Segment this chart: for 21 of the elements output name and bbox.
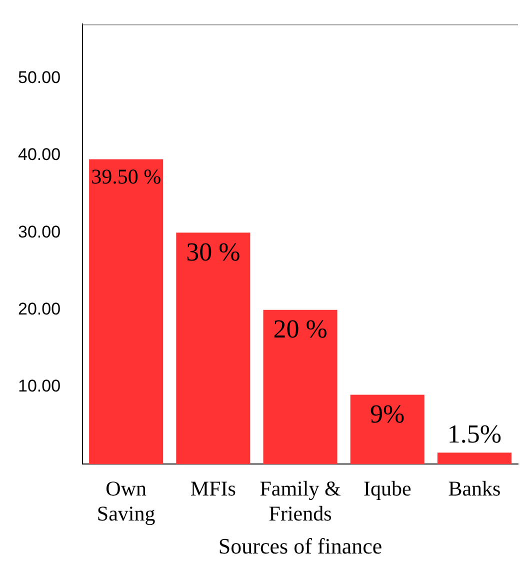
x-tick-label: MFIs — [190, 476, 236, 500]
bar — [176, 232, 250, 464]
data-label: 1.5% — [447, 419, 502, 448]
x-tick-label: Banks — [448, 476, 501, 500]
y-tick-label: 20.00 — [18, 300, 61, 318]
x-tick-label: Iqube — [363, 476, 412, 500]
data-label: 20 % — [273, 314, 328, 344]
bar — [89, 159, 164, 464]
data-label: 9% — [370, 400, 405, 429]
y-tick-label: 10.00 — [18, 376, 61, 396]
x-axis-title: Sources of finance — [218, 534, 382, 559]
x-tick-label: Own Saving — [96, 476, 156, 526]
y-tick-label: 30.00 — [18, 222, 61, 242]
data-label: 30 % — [186, 237, 240, 266]
bar — [263, 310, 338, 464]
y-tick-label: 50.00 — [18, 68, 61, 87]
bar — [350, 394, 424, 464]
y-tick-label: 40.00 — [18, 145, 61, 164]
x-tick-label: Family & Friends — [260, 476, 341, 526]
bar — [437, 452, 512, 464]
data-label: 39.50 % — [91, 164, 162, 188]
